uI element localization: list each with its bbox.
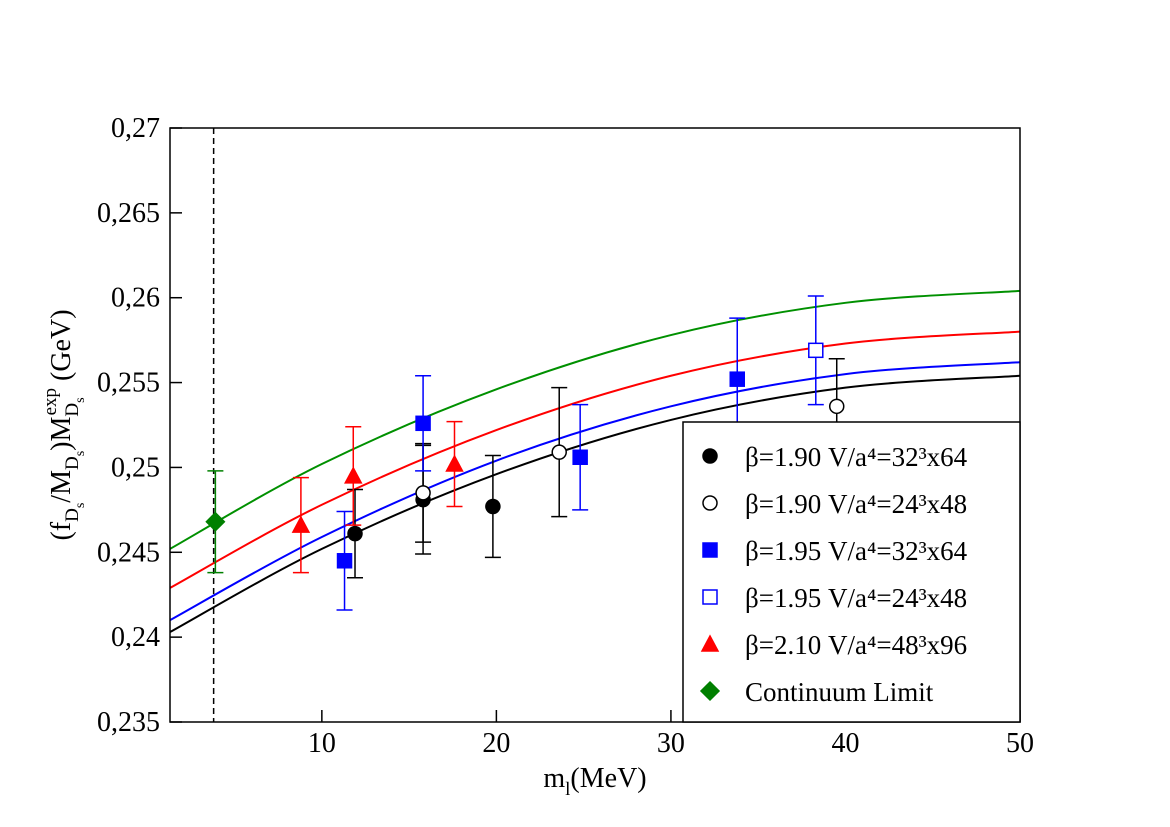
legend-marker [699, 680, 721, 702]
fit-curve [170, 289, 1020, 550]
point [445, 454, 464, 472]
point [415, 485, 431, 501]
point [336, 553, 353, 569]
legend-marker [700, 634, 720, 652]
fit-curve [170, 330, 1020, 589]
point [551, 444, 567, 460]
y-tick-label: 0,255 [97, 368, 160, 399]
y-axis-label: (fDs/MDs)MDsexp (GeV) [40, 309, 88, 540]
x-tick-label: 40 [831, 728, 859, 759]
point [729, 371, 745, 387]
x-tick-label: 10 [308, 728, 336, 759]
legend-label: β=1.95 V/a⁴=32³x64 [745, 536, 968, 566]
legend-box [682, 421, 1021, 723]
legend-marker [702, 448, 718, 464]
point [344, 466, 363, 484]
y-tick-label: 0,25 [111, 452, 160, 483]
x-tick-label: 20 [482, 728, 510, 759]
x-tick-label: 30 [657, 728, 685, 759]
point [347, 525, 363, 542]
fit-curve [170, 374, 1020, 633]
point [572, 449, 588, 465]
y-tick-label: 0,235 [97, 707, 160, 738]
point [828, 398, 845, 415]
y-tick-label: 0,245 [97, 537, 160, 568]
y-tick-label: 0,265 [97, 198, 160, 229]
point [808, 342, 824, 359]
x-tick-label: 50 [1006, 728, 1034, 759]
y-tick-label: 0,26 [111, 283, 160, 314]
legend-marker [702, 542, 718, 558]
legend-label: Continuum Limit [745, 677, 934, 707]
y-tick-label: 0,24 [111, 622, 160, 653]
point [485, 498, 501, 515]
legend-label: β=2.10 V/a⁴=48³x96 [745, 630, 967, 660]
point [415, 415, 431, 432]
x-axis-label: ml(MeV) [543, 763, 646, 800]
legend-marker [702, 495, 718, 511]
legend-marker [702, 589, 718, 605]
point [205, 511, 226, 532]
fit-curve [170, 361, 1020, 622]
legend-label: β=1.90 V/a⁴=24³x48 [745, 489, 967, 519]
legend-label: β=1.90 V/a⁴=32³x64 [745, 442, 968, 472]
point [291, 515, 311, 533]
y-tick-label: 0,27 [111, 113, 160, 144]
legend-label: β=1.95 V/a⁴=24³x48 [745, 583, 967, 613]
